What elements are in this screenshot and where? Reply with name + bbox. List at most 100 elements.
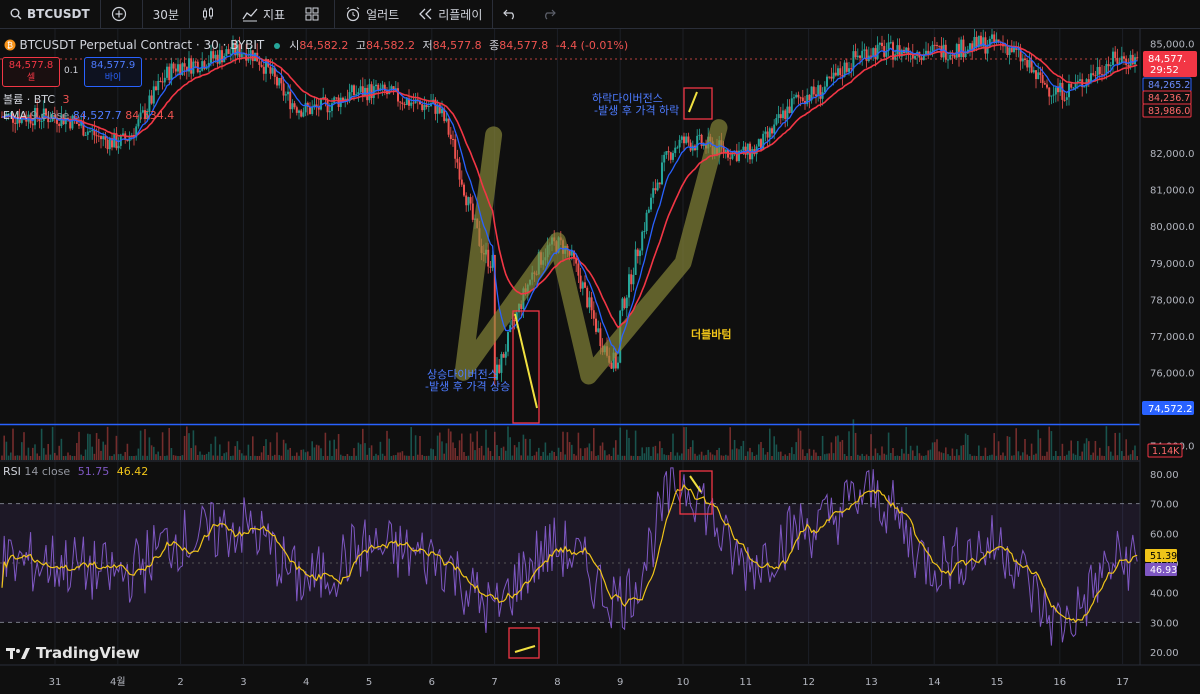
candle-body bbox=[502, 354, 505, 358]
time-tick-label: 17 bbox=[1116, 677, 1129, 688]
candle-body bbox=[832, 72, 835, 79]
volume-bar bbox=[775, 444, 778, 460]
volume-bar bbox=[718, 447, 720, 460]
layouts-button[interactable] bbox=[295, 0, 336, 28]
volume-bar bbox=[870, 434, 872, 460]
volume-bar bbox=[931, 442, 934, 460]
volume-bar bbox=[852, 419, 855, 460]
bearish-divergence-box-rsi[interactable] bbox=[679, 470, 713, 515]
buy-button[interactable]: 84,577.9 바이 bbox=[84, 57, 142, 87]
alerts-button[interactable]: 얼러트 bbox=[335, 0, 409, 28]
candle-body bbox=[579, 275, 582, 289]
volume-bar bbox=[769, 428, 771, 460]
volume-bar bbox=[139, 430, 142, 460]
tradingview-icon bbox=[6, 648, 30, 659]
candle-body bbox=[229, 53, 232, 55]
volume-bar bbox=[194, 445, 197, 460]
rsi-ma-value: 46.93 bbox=[1150, 565, 1177, 576]
candle-body bbox=[581, 282, 584, 289]
candle-body bbox=[986, 46, 989, 54]
candle-body bbox=[951, 54, 954, 56]
volume-bar bbox=[487, 447, 489, 460]
candle-body bbox=[284, 94, 287, 96]
candle-body bbox=[218, 50, 221, 64]
interval-button[interactable]: 30분 bbox=[143, 0, 190, 28]
volume-bar bbox=[469, 433, 472, 460]
time-tick-label: 31 bbox=[49, 677, 62, 688]
volume-bar bbox=[700, 451, 703, 460]
volume-bar bbox=[731, 449, 734, 460]
volume-bar bbox=[584, 448, 586, 460]
volume-bar bbox=[76, 443, 78, 460]
volume-bar bbox=[630, 455, 632, 460]
candle-body bbox=[641, 231, 644, 251]
volume-bar bbox=[82, 455, 85, 460]
chart-canvas[interactable]: 상승다이버전스 -발생 후 가격 상승 하락다이버전스 -발생 후 가격 하락 … bbox=[0, 29, 1200, 694]
bearish-divergence-box-price[interactable] bbox=[683, 87, 713, 120]
volume-bar bbox=[1068, 450, 1070, 460]
volume-bar bbox=[1046, 451, 1048, 460]
volume-bar bbox=[401, 451, 404, 460]
volume-bar bbox=[872, 455, 874, 460]
volume-bar bbox=[634, 430, 637, 460]
volume-bar bbox=[285, 443, 287, 460]
volume-bar bbox=[302, 449, 305, 460]
volume-bar bbox=[599, 445, 602, 460]
volume-bar bbox=[905, 427, 907, 460]
candle-body bbox=[258, 61, 261, 65]
sell-button[interactable]: 84,577.8 셀 bbox=[2, 57, 60, 87]
volume-bar bbox=[219, 444, 221, 460]
volume-bar bbox=[439, 432, 441, 460]
volume-bar bbox=[210, 443, 212, 460]
bullish-divergence-box-price[interactable] bbox=[512, 310, 540, 424]
candle-body bbox=[931, 44, 934, 52]
volume-bar bbox=[973, 455, 976, 460]
rsi-tick-label: 80.00 bbox=[1150, 470, 1179, 481]
candle-body bbox=[975, 36, 978, 48]
volume-bar bbox=[164, 455, 166, 460]
candle-body bbox=[152, 86, 155, 104]
symbol-search[interactable]: BTCUSDT bbox=[0, 0, 101, 28]
undo-button[interactable] bbox=[493, 0, 532, 28]
volume-bar bbox=[304, 452, 307, 460]
replay-button[interactable]: 리플레이 bbox=[409, 0, 494, 28]
ema-slow-tag bbox=[1142, 103, 1192, 118]
time-axis[interactable]: 31 4월 2 3 4 5 6 7 8 9 10 11 12 13 14 15 16 17 bbox=[49, 676, 1129, 688]
bullish-annotation-line1: 상승다이버전스 bbox=[427, 368, 498, 381]
candle-body bbox=[7, 113, 10, 115]
bullish-divergence-box-rsi[interactable] bbox=[508, 627, 540, 659]
candle-body bbox=[839, 68, 842, 76]
volume-bar bbox=[665, 455, 668, 460]
high-value: 84,582.2 bbox=[365, 39, 415, 52]
candle-body bbox=[577, 263, 580, 276]
volume-bar bbox=[12, 428, 14, 460]
candles-icon bbox=[202, 7, 213, 20]
undo-icon bbox=[503, 9, 515, 20]
volume-bar bbox=[610, 455, 613, 460]
candle-body bbox=[342, 97, 344, 102]
order-quantity[interactable]: 0.1 bbox=[64, 66, 79, 76]
chart-type-button[interactable] bbox=[190, 0, 232, 28]
volume-bar bbox=[421, 454, 423, 460]
volume-bar bbox=[1083, 443, 1086, 460]
compare-button[interactable] bbox=[101, 0, 143, 28]
volume-bar bbox=[828, 453, 830, 460]
candle-body bbox=[914, 55, 916, 59]
candle-body bbox=[291, 103, 294, 110]
search-icon bbox=[10, 8, 22, 20]
candle-body bbox=[850, 68, 853, 70]
candle-body bbox=[808, 94, 811, 101]
volume-bar bbox=[643, 453, 646, 460]
volume-bar bbox=[615, 440, 617, 460]
redo-button[interactable] bbox=[532, 0, 571, 28]
volume-bar bbox=[293, 455, 296, 460]
indicators-button[interactable]: 지표 bbox=[232, 0, 295, 28]
volume-bar bbox=[172, 455, 175, 460]
candle-body bbox=[731, 151, 734, 159]
volume-bar bbox=[835, 436, 837, 460]
candle-body bbox=[104, 136, 107, 140]
price-tick-label: 77,000.0 bbox=[1150, 332, 1195, 343]
candle-body bbox=[113, 133, 116, 148]
candle-body bbox=[962, 39, 965, 58]
candle-body bbox=[82, 122, 85, 136]
